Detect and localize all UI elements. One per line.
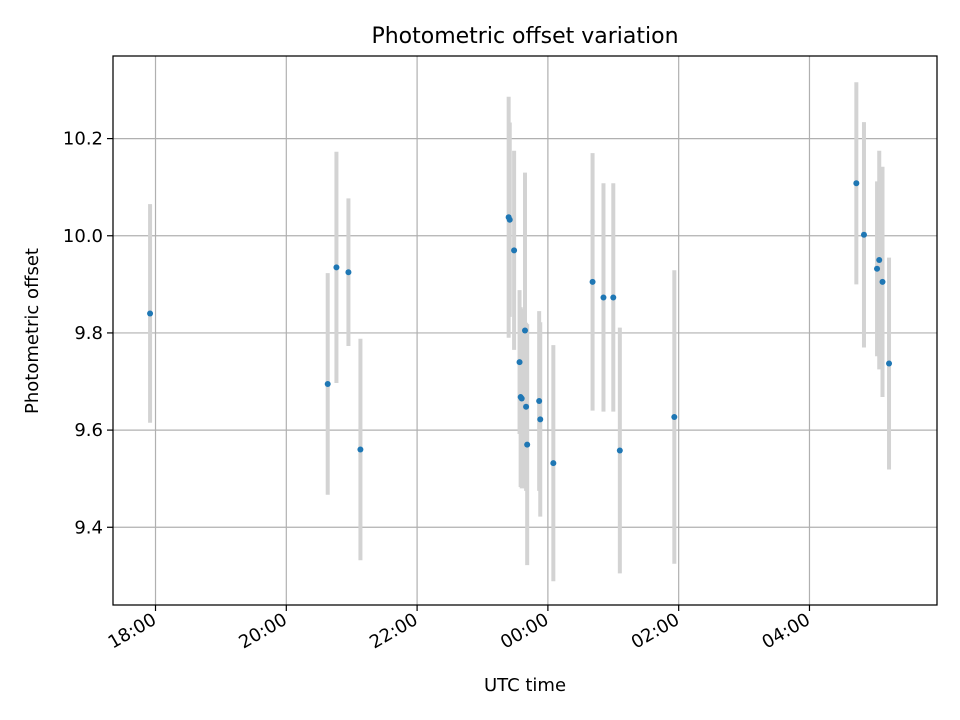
data-point	[524, 441, 531, 448]
chart-title: Photometric offset variation	[371, 24, 678, 49]
data-point	[876, 257, 883, 264]
data-point	[324, 380, 331, 387]
y-tick-label: 9.6	[74, 420, 103, 441]
data-point	[874, 265, 881, 272]
data-point	[860, 231, 867, 238]
data-point	[523, 403, 530, 410]
y-axis-label: Photometric offset	[22, 248, 43, 414]
data-point	[516, 359, 523, 366]
plot-frame	[112, 55, 938, 606]
data-point	[357, 446, 364, 453]
y-tick-label: 9.4	[74, 517, 103, 538]
data-point	[550, 460, 557, 467]
data-point	[333, 264, 340, 271]
y-axis-ticks: 9.4 9.6 9.8 10.0 10.2	[63, 129, 113, 538]
data-point	[616, 447, 623, 454]
data-point	[536, 397, 543, 404]
data-point	[147, 310, 154, 317]
data-point	[886, 360, 893, 367]
x-axis-label: UTC time	[484, 675, 566, 696]
data-point	[879, 278, 886, 285]
y-tick-label: 9.8	[74, 323, 103, 344]
data-point	[345, 269, 352, 276]
data-points	[147, 180, 893, 467]
data-point	[511, 247, 518, 254]
data-point	[610, 294, 617, 301]
data-point	[671, 413, 678, 420]
x-grid	[154, 56, 811, 605]
data-point	[853, 180, 860, 187]
y-tick-label: 10.0	[63, 226, 103, 247]
data-point	[600, 294, 607, 301]
data-point	[506, 216, 513, 223]
data-point	[589, 278, 596, 285]
data-point	[518, 395, 525, 402]
data-point	[537, 416, 544, 423]
data-point	[522, 327, 528, 334]
y-tick-label: 10.2	[63, 129, 103, 150]
